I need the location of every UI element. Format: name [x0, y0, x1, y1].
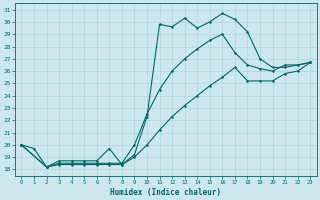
X-axis label: Humidex (Indice chaleur): Humidex (Indice chaleur)	[110, 188, 221, 197]
